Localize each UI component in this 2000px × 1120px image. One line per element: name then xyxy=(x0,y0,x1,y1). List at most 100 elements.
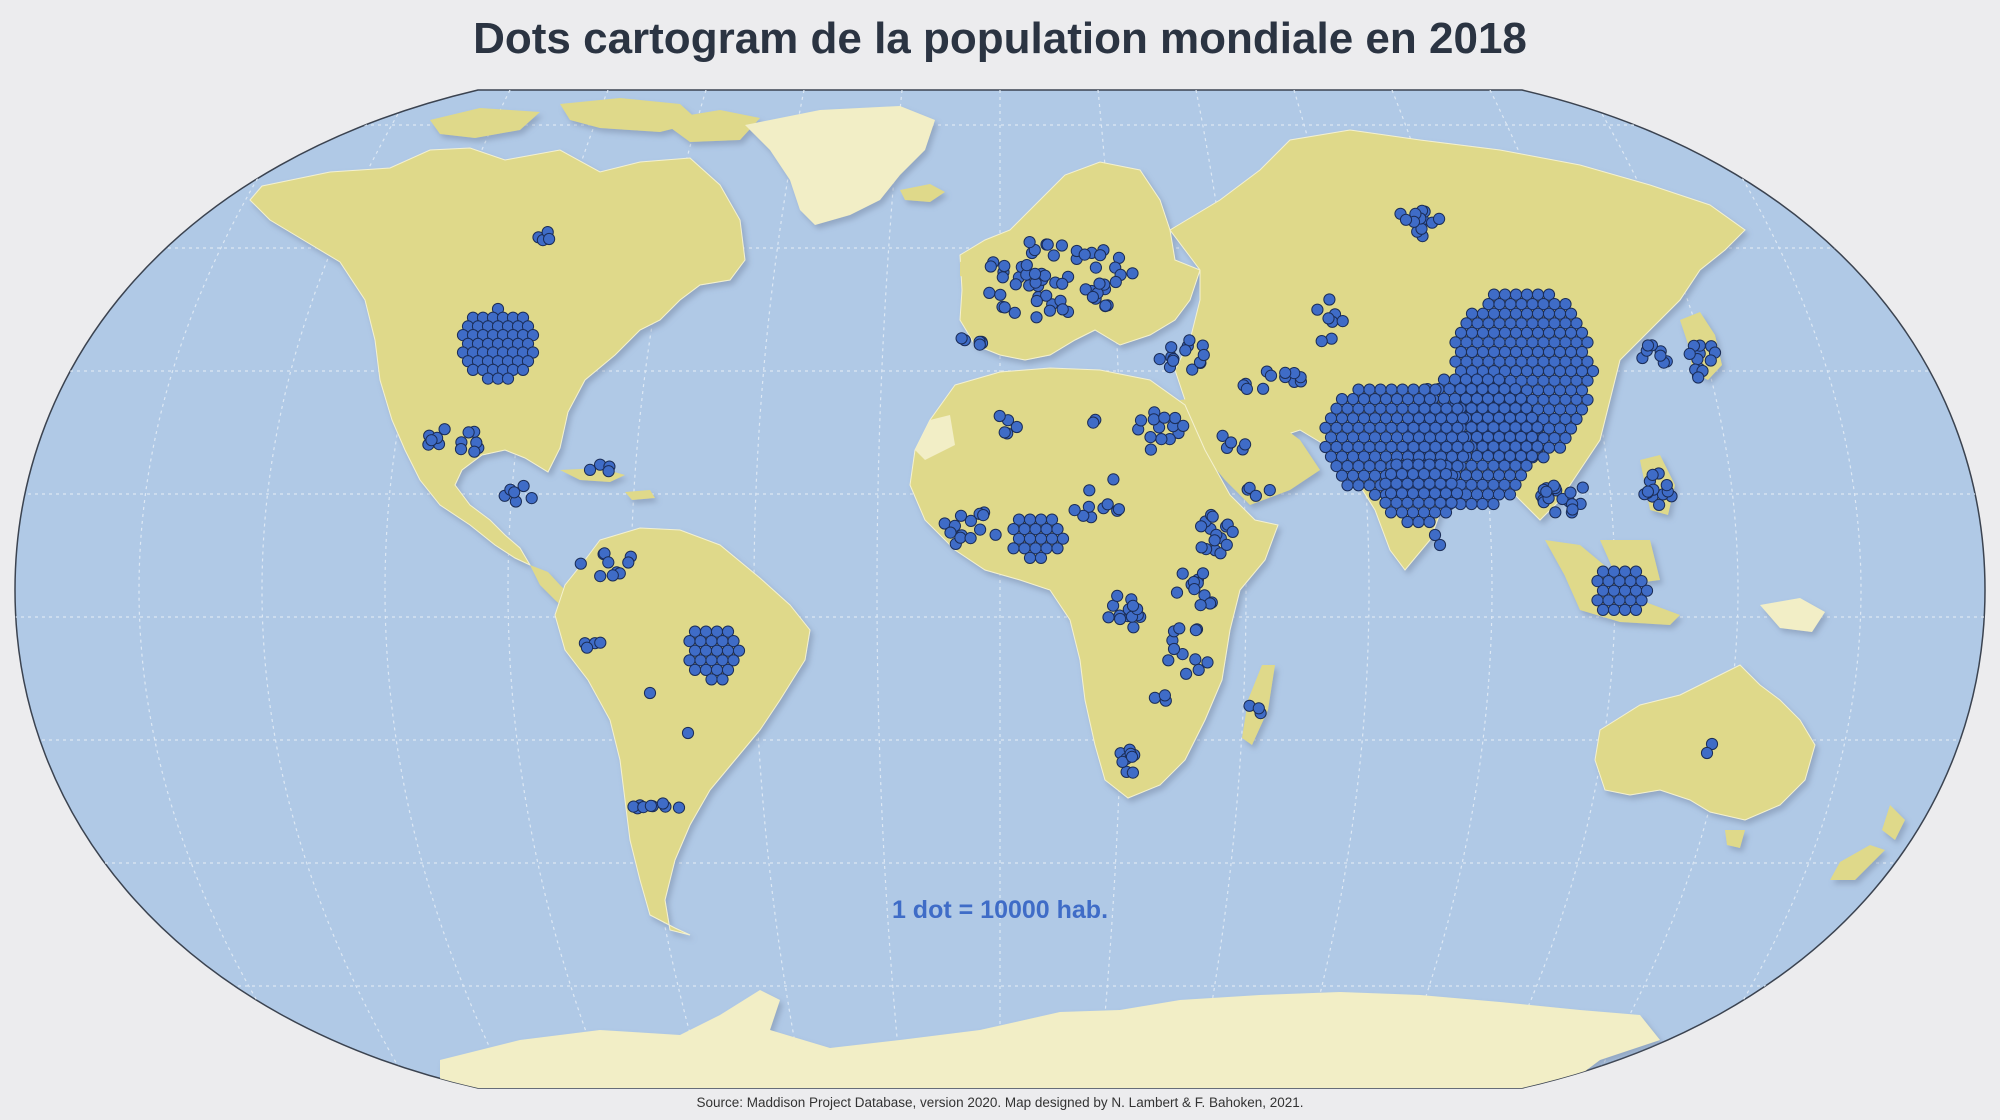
population-dot xyxy=(1009,278,1022,291)
population-dot xyxy=(574,557,587,570)
graticule-meridian xyxy=(630,90,707,1088)
population-dot xyxy=(1525,430,1539,444)
population-dot xyxy=(1155,433,1168,446)
population-dot xyxy=(1183,334,1196,347)
population-dot xyxy=(1575,403,1589,416)
population-dot xyxy=(681,726,695,740)
population-dot xyxy=(516,363,530,376)
population-dot xyxy=(1540,485,1553,498)
population-dot xyxy=(1576,481,1589,494)
population-dot xyxy=(1214,547,1227,560)
population-dot xyxy=(1240,382,1254,395)
population-dot xyxy=(1051,542,1064,555)
population-dot xyxy=(727,635,740,648)
population-dot xyxy=(1325,332,1338,345)
population-dot xyxy=(525,492,538,505)
population-dot xyxy=(1055,239,1069,252)
population-dot xyxy=(1148,691,1162,704)
population-dot xyxy=(1179,344,1192,357)
population-dot xyxy=(1078,248,1091,261)
population-dot xyxy=(1575,345,1589,359)
graticule-meridian xyxy=(1587,90,1739,1088)
population-dot xyxy=(1028,267,1042,280)
population-dot xyxy=(1428,528,1442,542)
land-caribbean xyxy=(560,468,655,500)
population-dot xyxy=(1186,363,1199,376)
population-dot xyxy=(1153,353,1166,366)
population-dot xyxy=(1433,538,1447,552)
population-dot xyxy=(462,426,475,439)
population-dot xyxy=(1180,667,1193,680)
population-dot xyxy=(1653,498,1666,511)
population-dot xyxy=(1086,290,1100,304)
population-dot xyxy=(1556,492,1569,506)
land-antarctica xyxy=(440,990,1660,1088)
population-dot xyxy=(1023,236,1036,249)
population-dot xyxy=(1083,484,1096,497)
population-dot xyxy=(1189,624,1203,637)
population-dot xyxy=(594,636,607,649)
population-dot xyxy=(1451,402,1464,415)
population-dot xyxy=(1051,523,1064,536)
graticule-meridian xyxy=(753,90,805,1088)
population-dot xyxy=(1692,371,1705,384)
population-dot xyxy=(1189,653,1202,666)
population-dots xyxy=(422,204,1722,815)
population-dot xyxy=(1030,311,1043,324)
land-new-guinea xyxy=(1760,598,1825,632)
population-dot xyxy=(1509,478,1522,491)
population-dot xyxy=(1045,513,1059,526)
population-dot xyxy=(1249,489,1263,502)
population-dot xyxy=(1445,477,1458,490)
population-dot xyxy=(1439,468,1453,481)
population-dot xyxy=(622,556,635,569)
land-new-zealand xyxy=(1830,805,1905,880)
population-dot xyxy=(580,641,594,654)
population-dot xyxy=(996,271,1009,284)
population-dot xyxy=(583,463,597,476)
population-dot xyxy=(1434,458,1447,471)
population-dot xyxy=(1102,611,1115,624)
population-dot xyxy=(1520,402,1533,415)
population-dot xyxy=(1423,393,1437,406)
population-dot xyxy=(1509,383,1522,396)
population-dot xyxy=(944,526,957,539)
population-dot xyxy=(1114,612,1127,626)
population-dot xyxy=(1646,468,1659,481)
population-dot xyxy=(501,372,515,385)
population-dot xyxy=(1208,534,1221,547)
population-dot xyxy=(1167,354,1180,367)
population-dot xyxy=(1704,354,1717,367)
population-dot xyxy=(1492,373,1506,386)
population-dot xyxy=(1030,294,1043,308)
population-dot xyxy=(1586,365,1600,378)
population-dot xyxy=(1126,267,1139,280)
land-tasmania xyxy=(1725,830,1745,848)
population-dot xyxy=(1007,542,1020,555)
population-dot xyxy=(672,801,686,814)
population-dot xyxy=(1322,312,1335,325)
population-dot xyxy=(1144,431,1157,444)
population-dot xyxy=(1531,440,1544,453)
population-dot xyxy=(998,301,1011,314)
population-dot xyxy=(1101,498,1114,511)
population-dot xyxy=(1456,431,1470,444)
population-dot xyxy=(643,686,657,700)
population-dot xyxy=(1564,486,1577,499)
population-dot xyxy=(1700,746,1714,760)
population-dot xyxy=(1629,565,1643,578)
population-dot xyxy=(1177,419,1190,432)
population-dot xyxy=(1401,515,1414,529)
population-dot xyxy=(1056,277,1069,290)
population-dot xyxy=(1197,348,1210,362)
population-dot xyxy=(1323,293,1336,306)
population-dot xyxy=(1082,500,1096,513)
population-dot xyxy=(1451,421,1464,434)
population-dot xyxy=(602,465,615,478)
population-dot xyxy=(1525,450,1539,463)
population-dot xyxy=(1487,497,1500,511)
population-dot xyxy=(994,288,1007,301)
population-dot xyxy=(1147,413,1160,426)
